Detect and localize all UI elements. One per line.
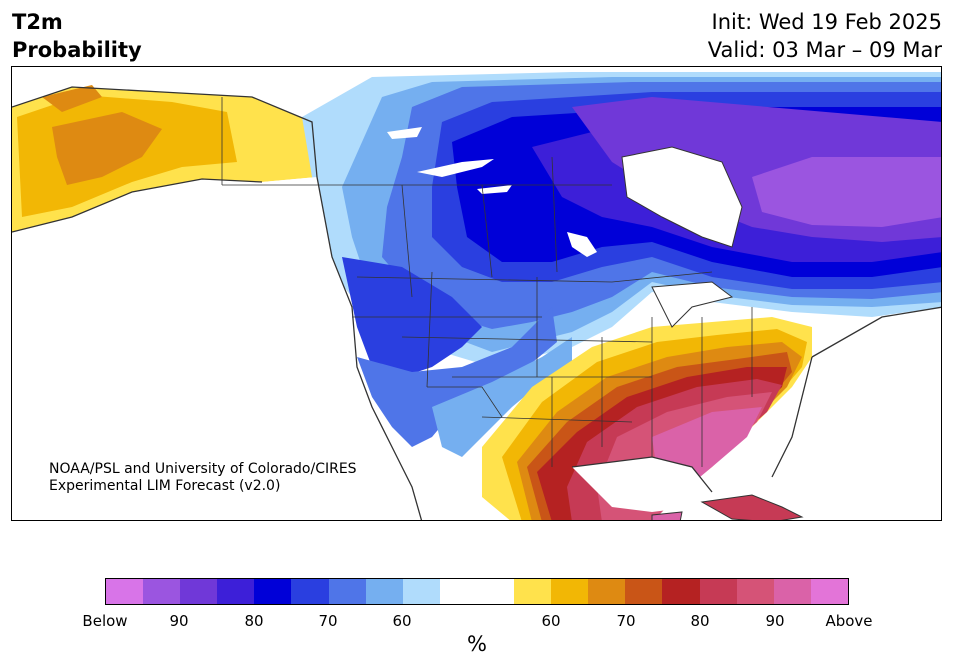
alaska-hot [52, 112, 162, 185]
colorbar-segment [625, 579, 663, 604]
colorbar-segment [143, 579, 181, 604]
colorbar-segment [588, 579, 626, 604]
title-line-1: T2m [12, 10, 63, 34]
tick-above-90: 90 [765, 612, 785, 630]
colorbar-segment [328, 579, 366, 604]
tick-below-60: 60 [392, 612, 412, 630]
colorbar-segment [439, 579, 477, 604]
colorbar-segment [699, 579, 737, 604]
caribbean-pink [651, 511, 683, 520]
pacific-ocean [12, 177, 422, 520]
valid-dates: Valid: 03 Mar – 09 Mar [707, 38, 942, 62]
colorbar-segment [365, 579, 403, 604]
gulf-of-mexico [572, 457, 712, 512]
colorbar-segment [810, 579, 848, 604]
map-canvas [12, 72, 941, 520]
colorbar-tick-labels: Below 90 80 70 60 60 70 80 90 Above [0, 612, 954, 632]
tick-above-70: 70 [616, 612, 636, 630]
forecast-dates: Init: Wed 19 Feb 2025 Valid: 03 Mar – 09… [708, 8, 942, 64]
great-bear-lake [387, 127, 422, 139]
probability-colorbar [105, 578, 849, 605]
cuba [700, 494, 804, 520]
colorbar-segment [736, 579, 774, 604]
tick-below: Below [82, 612, 128, 630]
colorbar-segment [254, 579, 292, 604]
atlantic-ocean [772, 307, 941, 520]
colorbar-segment [402, 579, 440, 604]
probability-map [11, 66, 942, 521]
colorbar-segment [662, 579, 700, 604]
colorbar-segment [106, 579, 144, 604]
colorbar-unit: % [467, 632, 487, 656]
tick-above-80: 80 [690, 612, 710, 630]
tick-above: Above [825, 612, 873, 630]
title-line-2: Probability [12, 38, 142, 62]
map-credit: NOAA/PSL and University of Colorado/CIRE… [49, 461, 357, 495]
great-slave-lake [417, 159, 494, 177]
tick-below-90: 90 [169, 612, 189, 630]
lake-winnipeg [567, 232, 597, 257]
great-lakes [651, 281, 734, 328]
credit-line-1: NOAA/PSL and University of Colorado/CIRE… [49, 461, 357, 477]
colorbar-segment [514, 579, 552, 604]
colorbar-segment [773, 579, 811, 604]
tick-below-80: 80 [244, 612, 264, 630]
credit-line-2: Experimental LIM Forecast (v2.0) [49, 478, 281, 494]
colorbar-segment [291, 579, 329, 604]
alaska-hot-2 [42, 85, 102, 112]
lake-athabasca [477, 185, 512, 194]
colorbar-segment [476, 579, 515, 604]
tick-below-70: 70 [318, 612, 338, 630]
coastlines [12, 86, 941, 520]
colorbar-segment [180, 579, 218, 604]
init-date: Init: Wed 19 Feb 2025 [711, 10, 942, 34]
borders [221, 97, 753, 467]
colorbar-segment [551, 579, 589, 604]
hudson-bay [621, 146, 743, 248]
colorbar-segment [217, 579, 255, 604]
labrador [752, 157, 941, 227]
map-title: T2m Probability [12, 8, 142, 64]
tick-above-60: 60 [541, 612, 561, 630]
